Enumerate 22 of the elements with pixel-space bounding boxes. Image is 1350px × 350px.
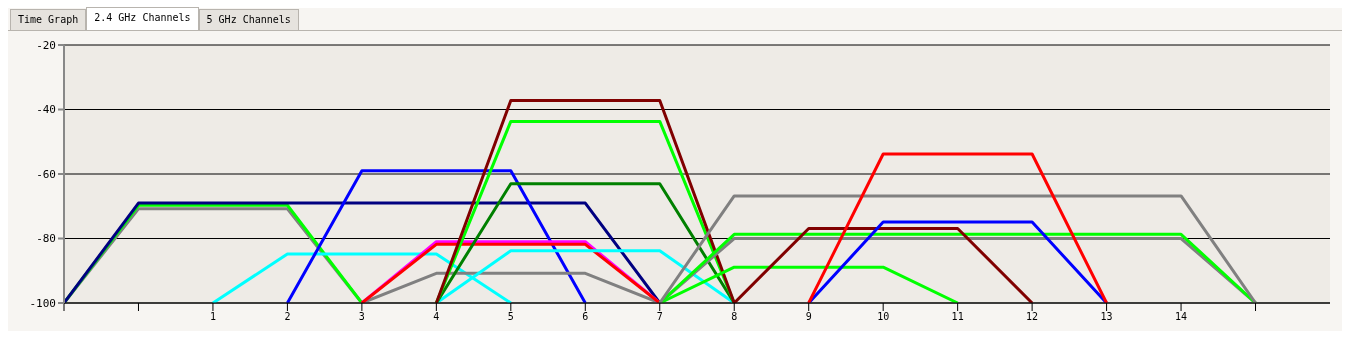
x-tick-label: 3 (358, 311, 365, 323)
text: Time Graph (10, 9, 87, 30)
y-tick-label: -40 (36, 103, 56, 117)
y-tick-label: -20 (36, 38, 56, 52)
y-tick-label: -80 (36, 232, 56, 246)
x-tick-label: 13 (1100, 311, 1113, 323)
x-tick-label: 11 (951, 311, 964, 323)
y-tick-label: -100 (29, 296, 56, 310)
x-tick-label: 10 (877, 311, 890, 323)
x-tick-label: 2 (284, 311, 291, 323)
x-tick-label: 6 (582, 311, 589, 323)
x-tick-label: 8 (731, 311, 738, 323)
text: 2.4 GHz Channels (86, 7, 199, 30)
x-tick-label: 4 (433, 311, 440, 323)
y-tick-label: -60 (36, 167, 56, 181)
x-tick-label: 14 (1175, 311, 1188, 323)
x-tick-label: 12 (1026, 311, 1039, 323)
x-tick-label: 7 (656, 311, 663, 323)
x-tick-label: 5 (507, 311, 514, 323)
text: 5 GHz Channels (198, 9, 299, 30)
x-tick-label: 9 (805, 311, 812, 323)
x-tick-label: 1 (209, 311, 216, 323)
